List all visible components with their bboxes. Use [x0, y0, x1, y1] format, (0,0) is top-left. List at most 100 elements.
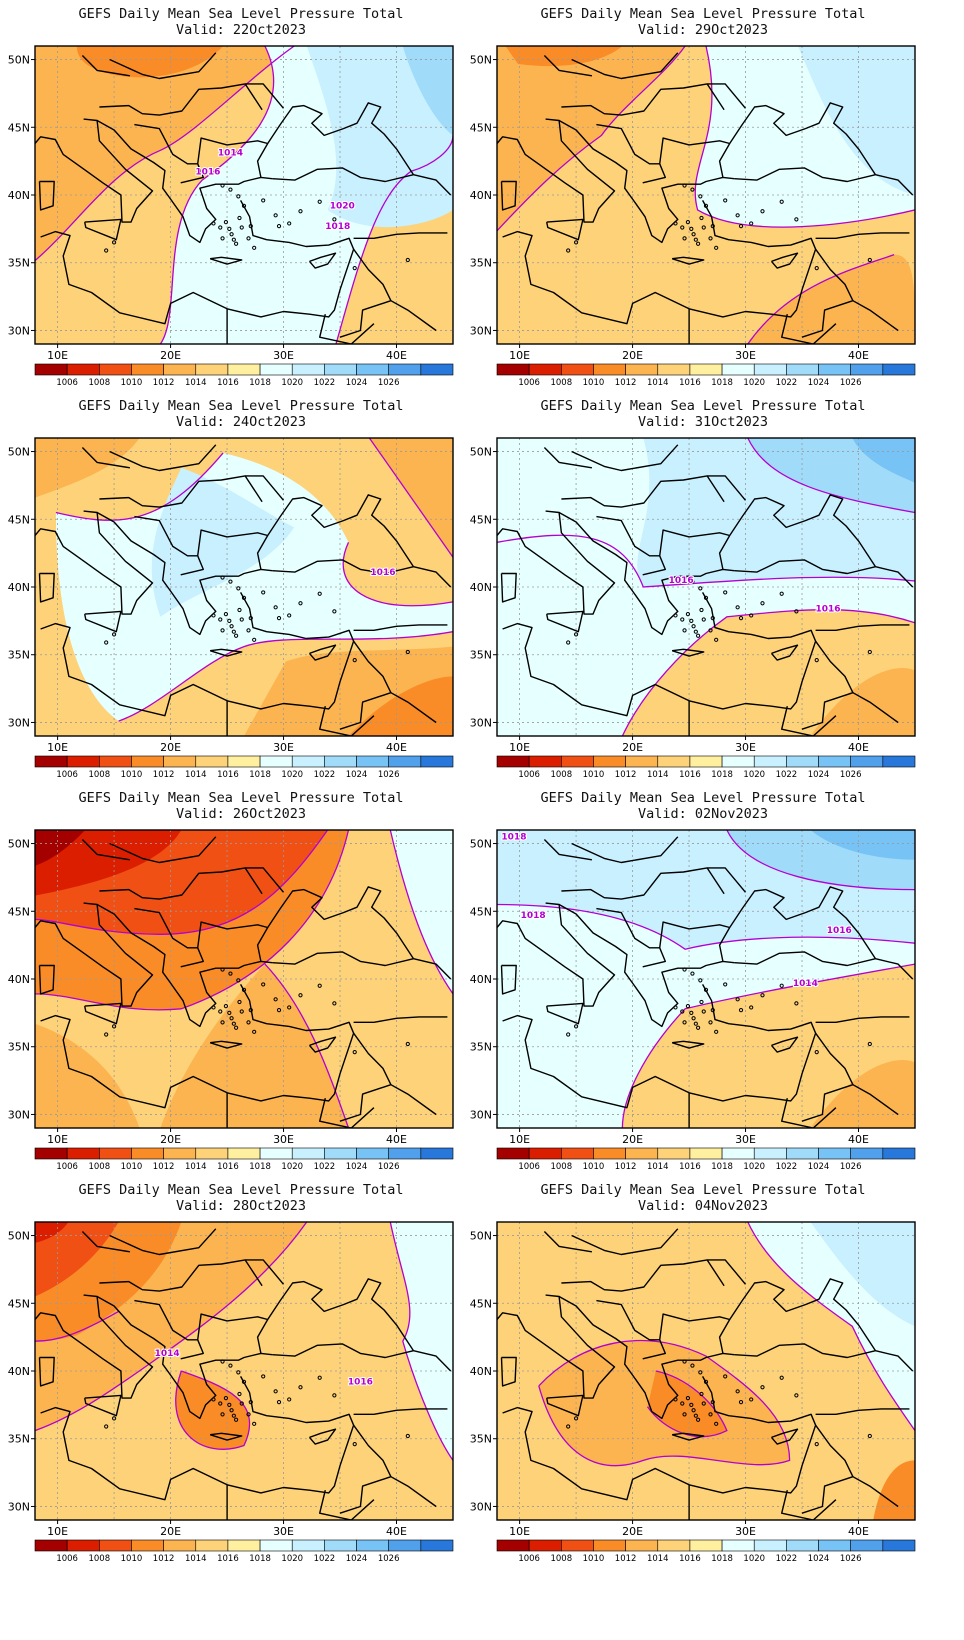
island — [233, 1025, 239, 1030]
x-tick-label: 10E — [509, 741, 530, 754]
colorbar-label: 1024 — [808, 770, 830, 780]
coastline — [558, 511, 735, 636]
colorbar-label: 1020 — [743, 378, 765, 388]
colorbar-swatch — [99, 1539, 132, 1552]
panel-title: GEFS Daily Mean Sea Level Pressure Total — [540, 790, 866, 806]
map-panel: GEFS Daily Mean Sea Level Pressure Total… — [0, 0, 482, 410]
x-tick-label: 10E — [47, 1133, 68, 1146]
colorbar-swatch — [259, 1147, 293, 1160]
island — [241, 203, 247, 208]
island — [682, 1359, 687, 1364]
coastline — [35, 510, 154, 615]
coastline — [413, 174, 452, 196]
colorbar-swatch — [496, 755, 530, 768]
island — [738, 1008, 744, 1013]
colorbar-swatch — [689, 755, 723, 768]
coastline — [109, 1228, 217, 1256]
coastline — [734, 559, 876, 575]
island — [701, 617, 706, 622]
island — [332, 1393, 337, 1398]
colorbar-swatch — [227, 755, 261, 768]
island — [682, 575, 687, 580]
coastline — [197, 137, 268, 164]
panel-valid-date: Valid: 28Oct2023 — [175, 1198, 307, 1214]
island — [695, 241, 701, 246]
y-tick-label: 40N — [8, 581, 30, 594]
y-tick-label: 35N — [8, 1041, 30, 1054]
isobar-line — [497, 903, 915, 950]
isobar-line — [747, 438, 915, 514]
x-tick-label: 10E — [509, 1133, 530, 1146]
colorbar-swatch — [356, 1147, 389, 1160]
island — [237, 1391, 242, 1397]
isobar-line — [35, 1222, 308, 1432]
x-tick-label: 20E — [160, 741, 181, 754]
island — [220, 236, 225, 241]
y-tick-label: 45N — [8, 905, 30, 918]
island — [708, 628, 713, 633]
pressure-region — [35, 830, 86, 866]
island — [680, 1401, 685, 1406]
colorbar-swatch — [66, 1147, 100, 1160]
island — [229, 232, 234, 237]
isobar-line — [497, 534, 915, 588]
colorbar-swatch — [657, 363, 691, 376]
island — [867, 649, 872, 655]
colorbar-label: 1016 — [217, 378, 239, 388]
panel-title: GEFS Daily Mean Sea Level Pressure Total — [540, 398, 866, 414]
island — [241, 595, 247, 600]
island — [573, 1416, 579, 1421]
island — [298, 209, 303, 214]
coastline — [770, 644, 799, 661]
isobar-line — [538, 1339, 791, 1467]
coastline — [659, 137, 730, 164]
colorbar-label: 1012 — [615, 1554, 637, 1564]
island — [794, 217, 799, 222]
panel-title: GEFS Daily Mean Sea Level Pressure Total — [540, 1182, 866, 1198]
isobar-label: 1018 — [501, 832, 526, 842]
coastline — [561, 867, 725, 900]
colorbar-label: 1020 — [743, 770, 765, 780]
coastline — [707, 1259, 747, 1285]
isobar-line — [497, 46, 686, 232]
island — [680, 617, 685, 622]
colorbar-swatch — [420, 1539, 454, 1552]
colorbar-label: 1008 — [88, 770, 110, 780]
panel-valid-date: Valid: 22Oct2023 — [175, 22, 307, 38]
isobar-label: 1018 — [325, 222, 350, 232]
island — [703, 203, 709, 208]
coastline — [353, 624, 448, 631]
panel-title: GEFS Daily Mean Sea Level Pressure Total — [78, 6, 404, 22]
y-tick-label: 35N — [470, 1041, 492, 1054]
island — [685, 1003, 691, 1009]
coastline — [96, 511, 273, 636]
colorbar-label: 1024 — [808, 378, 830, 388]
colorbar-swatch — [625, 755, 659, 768]
island — [246, 1020, 251, 1025]
y-tick-label: 45N — [470, 1297, 492, 1310]
island — [276, 616, 282, 621]
island — [566, 248, 571, 253]
island — [261, 982, 266, 987]
island — [693, 1021, 698, 1026]
island — [228, 187, 233, 192]
island — [248, 1400, 253, 1405]
coastline — [571, 1228, 679, 1256]
colorbar-swatch — [259, 755, 293, 768]
coastline — [815, 232, 910, 239]
island — [239, 225, 244, 230]
coastline — [96, 903, 273, 1028]
coastline — [497, 510, 616, 615]
coastline — [84, 610, 122, 633]
island — [690, 971, 695, 976]
coastline — [353, 1016, 448, 1023]
y-tick-label: 50N — [8, 838, 30, 851]
island — [220, 1412, 225, 1417]
island — [699, 1391, 704, 1397]
coastline — [390, 692, 437, 724]
island — [760, 601, 765, 606]
panel-title: GEFS Daily Mean Sea Level Pressure Total — [540, 6, 866, 22]
colorbar-label: 1024 — [346, 378, 368, 388]
island — [673, 1005, 678, 1010]
map-panel: GEFS Daily Mean Sea Level Pressure Total… — [462, 1176, 944, 1586]
